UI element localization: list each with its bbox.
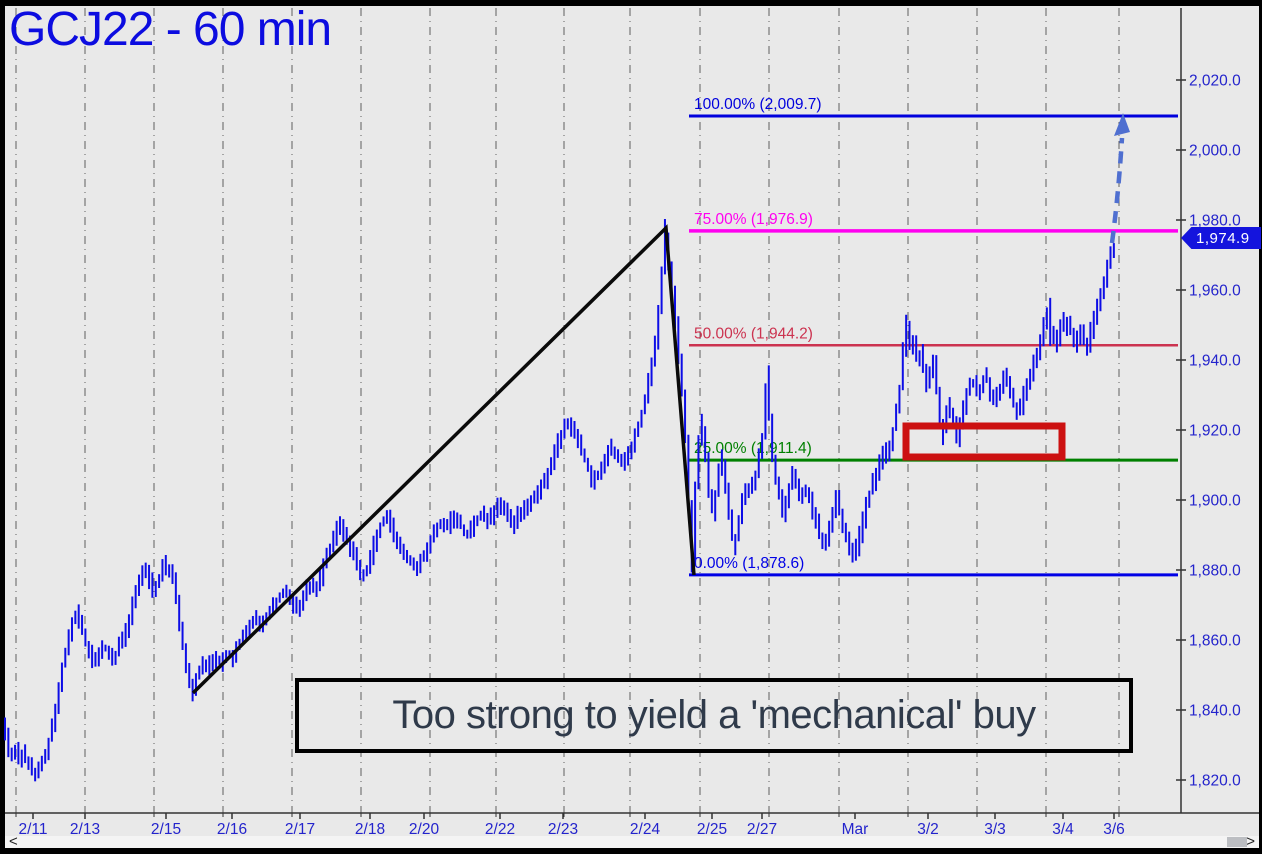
window-frame-bottom — [0, 848, 1262, 854]
fib-label: 0.00% (1,878.6) — [694, 555, 804, 572]
price-axis-label: 2,020.0 — [1189, 73, 1241, 90]
scroll-left-icon[interactable]: < — [9, 833, 18, 850]
date-axis-label: 2/15 — [151, 821, 181, 838]
window-frame-right — [1259, 0, 1262, 854]
date-axis-label: 2/13 — [70, 821, 100, 838]
horizontal-scrollbar[interactable]: < > — [5, 833, 1259, 850]
price-axis-label: 1,940.0 — [1189, 353, 1241, 370]
date-axis-label: 3/6 — [1103, 821, 1125, 838]
date-axis-label: 3/3 — [984, 821, 1006, 838]
fib-label: 75.00% (1,976.9) — [694, 211, 813, 228]
projection-arrow[interactable] — [1109, 113, 1130, 244]
date-axis-label: 2/18 — [355, 821, 385, 838]
last-price-value: 1,974.9 — [1196, 229, 1250, 247]
scroll-right-icon[interactable]: > — [1246, 833, 1255, 850]
date-axis-label: 3/4 — [1052, 821, 1074, 838]
scrollbar-thumb[interactable] — [1227, 837, 1247, 847]
red-rectangle — [902, 422, 1066, 461]
trendline-path — [191, 224, 696, 695]
price-axis-label: 1,840.0 — [1189, 703, 1241, 720]
date-axis-label: 2/16 — [217, 821, 247, 838]
date-axis-label: 2/25 — [697, 821, 727, 838]
fib-label: 50.00% (1,944.2) — [694, 325, 813, 342]
price-axis-label: 1,960.0 — [1189, 283, 1241, 300]
date-axis-label: Mar — [842, 821, 869, 838]
chart-title: GCJ22 - 60 min — [9, 3, 332, 56]
red-highlight-box[interactable] — [902, 422, 1066, 461]
last-price-tag: 1,974.9 — [1181, 227, 1261, 249]
date-axis-label: 2/11 — [18, 821, 47, 838]
date-axis-label: 2/17 — [285, 821, 315, 838]
date-axis-label: 2/20 — [409, 821, 440, 838]
price-axis-label: 1,980.0 — [1189, 213, 1241, 230]
date-axis-label: 2/27 — [747, 821, 777, 838]
arrow-shaft — [1109, 137, 1125, 244]
price-axis-label: 1,900.0 — [1189, 493, 1241, 510]
arrow-head-icon — [1114, 113, 1130, 136]
fib-label: 100.00% (2,009.7) — [694, 96, 822, 113]
annotation-box[interactable]: Too strong to yield a 'mechanical' buy — [295, 678, 1133, 753]
date-axis-label: 2/23 — [548, 821, 578, 838]
price-axis-label: 1,880.0 — [1189, 563, 1241, 580]
annotation-text: Too strong to yield a 'mechanical' buy — [392, 693, 1036, 737]
trendline — [191, 224, 696, 695]
window-frame-top — [0, 0, 1262, 6]
fib-retracement-lines: 100.00% (2,009.7) 75.00% (1,976.9) 50.00% … — [689, 96, 1178, 577]
price-axis-label: 1,820.0 — [1189, 773, 1241, 790]
date-axis-label: 2/24 — [630, 821, 661, 838]
date-axis-label: 2/22 — [485, 821, 515, 838]
axes: 2,020.0 2,000.0 1,980.0 1,960.0 1,940.0 1,920… — [5, 8, 1259, 838]
date-axis-label: 3/2 — [917, 821, 939, 838]
price-axis-label: 2,000.0 — [1189, 143, 1241, 160]
price-axis-label: 1,920.0 — [1189, 423, 1241, 440]
window-frame-left — [0, 0, 5, 854]
price-axis-label: 1,860.0 — [1189, 633, 1241, 650]
fib-label: 25.00% (1,911.4) — [694, 440, 812, 457]
